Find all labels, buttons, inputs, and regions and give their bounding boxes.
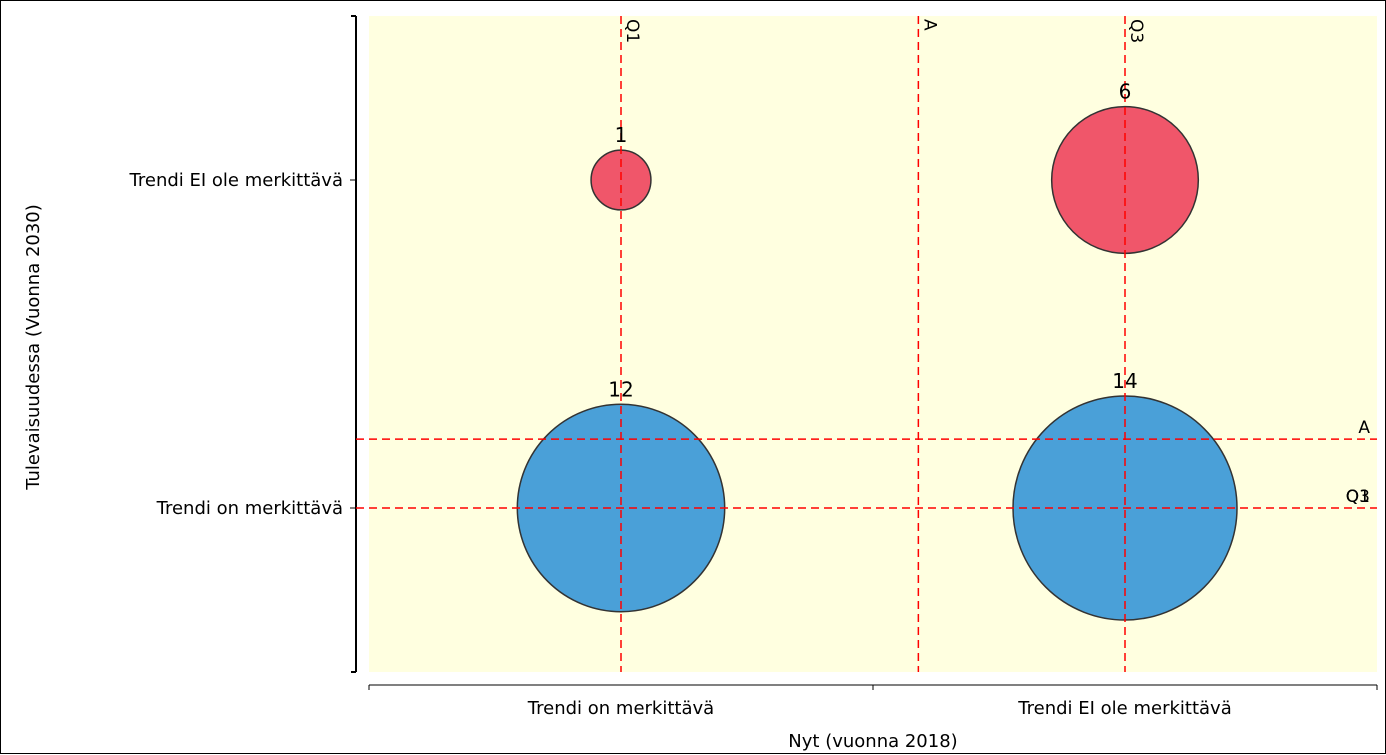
y-tick-label: Trendi on merkittävä: [156, 498, 343, 519]
horizontal-reference-label: Q3: [1346, 487, 1370, 507]
axes: Trendi on merkittävä Trendi EI ole merkit…: [129, 15, 1378, 719]
y-axis-title: Tulevaisuudessa (Vuonna 2030): [23, 204, 44, 491]
y-tick-label: Trendi EI ole merkittävä: [129, 170, 343, 191]
bubble-label: 14: [1112, 369, 1137, 393]
bubble-label: 12: [608, 377, 633, 401]
bubble-label: 6: [1119, 80, 1132, 104]
x-tick-label: Trendi on merkittävä: [527, 698, 714, 719]
vertical-reference-label: A: [919, 19, 939, 31]
reference-lines: [356, 16, 1377, 672]
horizontal-reference-label: Q1: [1346, 487, 1370, 507]
vertical-reference-label: Q3: [1126, 19, 1146, 43]
x-tick-label: Trendi EI ole merkittävä: [1017, 698, 1231, 719]
vertical-reference-label: Q1: [622, 19, 642, 43]
bubble-label: 1: [615, 123, 628, 147]
horizontal-reference-label: A: [1358, 418, 1370, 438]
plot-area: [369, 16, 1377, 672]
x-axis-title: Nyt (vuonna 2018): [788, 731, 957, 752]
